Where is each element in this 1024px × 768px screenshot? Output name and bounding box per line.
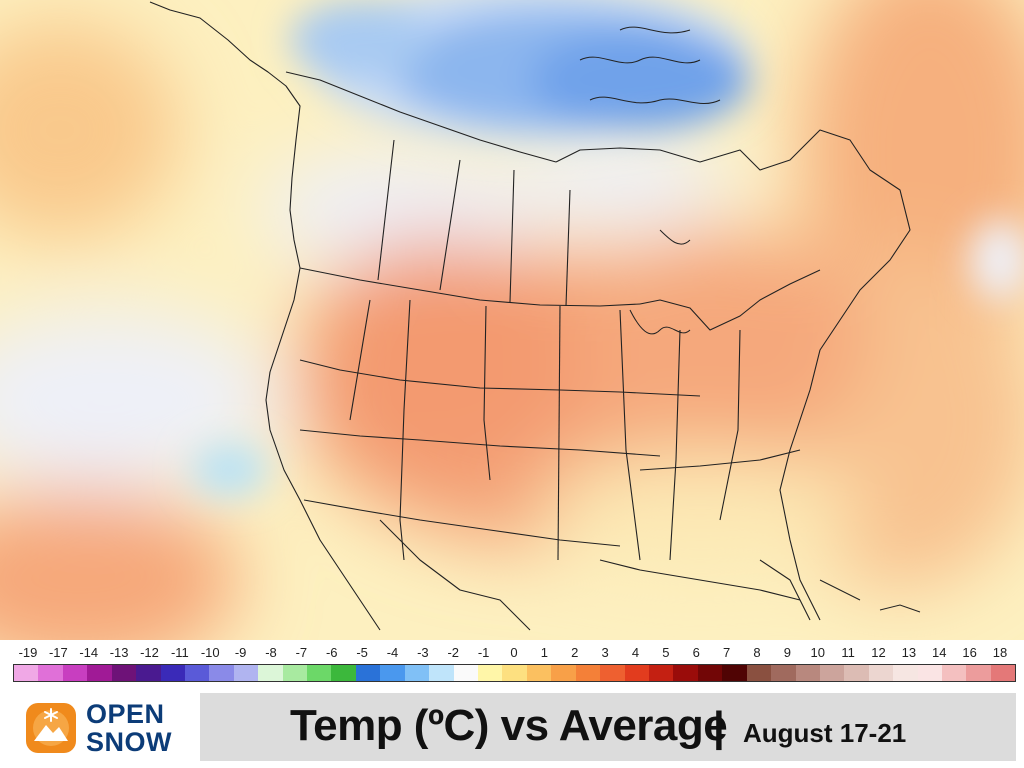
colorbar-tick-label: -11 (170, 645, 189, 660)
colorbar-tick-label: -10 (200, 645, 220, 660)
temperature-anomaly-map (0, 0, 1024, 640)
colorbar-tick-label: -8 (265, 645, 277, 660)
colorbar-swatch (673, 665, 698, 681)
colorbar-tick-label: 14 (932, 645, 947, 660)
colorbar-tick-label: -14 (79, 645, 99, 660)
colorbar (13, 664, 1016, 682)
colorbar-swatch (600, 665, 625, 681)
brand-name-line1: OPEN (86, 699, 165, 729)
map-title: Temp (ºC) vs Average (290, 701, 728, 750)
colorbar-tick-label: 13 (901, 645, 917, 660)
colorbar-tick-label: -2 (447, 645, 460, 660)
colorbar-swatch (771, 665, 796, 681)
colorbar-swatch (990, 665, 1016, 681)
colorbar-tick-label: 16 (962, 645, 977, 660)
colorbar-tick-label: 3 (601, 645, 609, 660)
colorbar-swatch (429, 665, 454, 681)
colorbar-tick-label: 7 (723, 645, 731, 660)
colorbar-tick-label: -13 (109, 645, 129, 660)
colorbar-tick-label: 5 (662, 645, 670, 660)
colorbar-swatch (942, 665, 967, 681)
colorbar-swatch (14, 665, 39, 681)
colorbar-tick-labels: -19 -17 -14 -13 -12 -11 -10 -9 -8 -7 -6 -5 -4 -3 -2 -1 0… (0, 642, 1024, 664)
colorbar-swatch (355, 665, 381, 681)
colorbar-tick-label: -6 (325, 645, 338, 660)
colorbar-tick-label: -1 (477, 645, 490, 660)
colorbar-tick-label: 0 (510, 645, 518, 660)
colorbar-tick-label: 6 (692, 645, 700, 660)
colorbar-swatch (746, 665, 772, 681)
colorbar-swatch (453, 665, 479, 681)
snowflake-mountain-icon (26, 703, 76, 753)
colorbar-tick-label: 9 (783, 645, 791, 660)
colorbar-swatch (526, 665, 552, 681)
title-bar: Temp (ºC) vs Average | August 17-21 (200, 693, 1016, 761)
colorbar-swatch (868, 665, 894, 681)
colorbar-swatch (331, 665, 356, 681)
colorbar-swatch (282, 665, 308, 681)
anomaly-fields (0, 0, 1024, 640)
colorbar-swatch (722, 665, 747, 681)
colorbar-swatch (917, 665, 943, 681)
colorbar-swatch (966, 665, 991, 681)
brand-name-line2: SNOW (86, 727, 172, 757)
date-range: August 17-21 (743, 718, 907, 748)
colorbar-swatch (38, 665, 63, 681)
colorbar-swatch (844, 665, 869, 681)
colorbar-swatch (648, 665, 674, 681)
colorbar-tick-label: 12 (871, 645, 886, 660)
political-boundaries (149, 1, 911, 631)
colorbar-tick-label: 2 (571, 645, 579, 660)
colorbar-swatch (819, 665, 845, 681)
colorbar-tick-label: 1 (540, 645, 548, 660)
colorbar-swatch (258, 665, 283, 681)
footer-banner: OPEN SNOW Temp (ºC) vs Average | August … (0, 690, 1024, 768)
colorbar-tick-label: 10 (810, 645, 825, 660)
colorbar-tick-label: -12 (140, 645, 159, 660)
colorbar-swatch (136, 665, 161, 681)
colorbar-tick-label: 4 (631, 645, 640, 660)
colorbar-swatch (62, 665, 88, 681)
colorbar-swatch (184, 665, 210, 681)
colorbar-swatch (502, 665, 527, 681)
colorbar-tick-label: 18 (992, 645, 1008, 660)
colorbar-tick-label: -4 (386, 645, 399, 660)
colorbar-tick-label: -7 (295, 645, 308, 660)
colorbar-tick-label: -19 (18, 645, 38, 660)
colorbar-swatch (478, 665, 503, 681)
colorbar-tick-label: 11 (841, 645, 855, 660)
colorbar-swatch (160, 665, 185, 681)
colorbar-tick-label: -9 (234, 645, 247, 660)
colorbar-tick-label: -5 (356, 645, 368, 660)
colorbar-swatch (697, 665, 723, 681)
colorbar-swatch (575, 665, 601, 681)
colorbar-swatch (404, 665, 430, 681)
colorbar-swatch (87, 665, 112, 681)
coastline-details (579, 26, 921, 613)
colorbar-legend: -19 -17 -14 -13 -12 -11 -10 -9 -8 -7 -6 -5 -4 -3 -2 -1 0… (0, 640, 1024, 690)
colorbar-swatch (893, 665, 918, 681)
colorbar-swatch (380, 665, 405, 681)
title-separator: | (713, 703, 725, 750)
colorbar-tick-label: -3 (417, 645, 429, 660)
colorbar-swatch (551, 665, 576, 681)
colorbar-swatch (111, 665, 137, 681)
opensnow-logo: OPEN SNOW (18, 696, 198, 756)
colorbar-swatch (233, 665, 259, 681)
colorbar-swatch (795, 665, 820, 681)
colorbar-swatch (624, 665, 649, 681)
colorbar-swatch (307, 665, 332, 681)
colorbar-tick-label: 8 (753, 645, 761, 660)
colorbar-tick-label: -17 (48, 645, 68, 660)
colorbar-swatch (209, 665, 234, 681)
